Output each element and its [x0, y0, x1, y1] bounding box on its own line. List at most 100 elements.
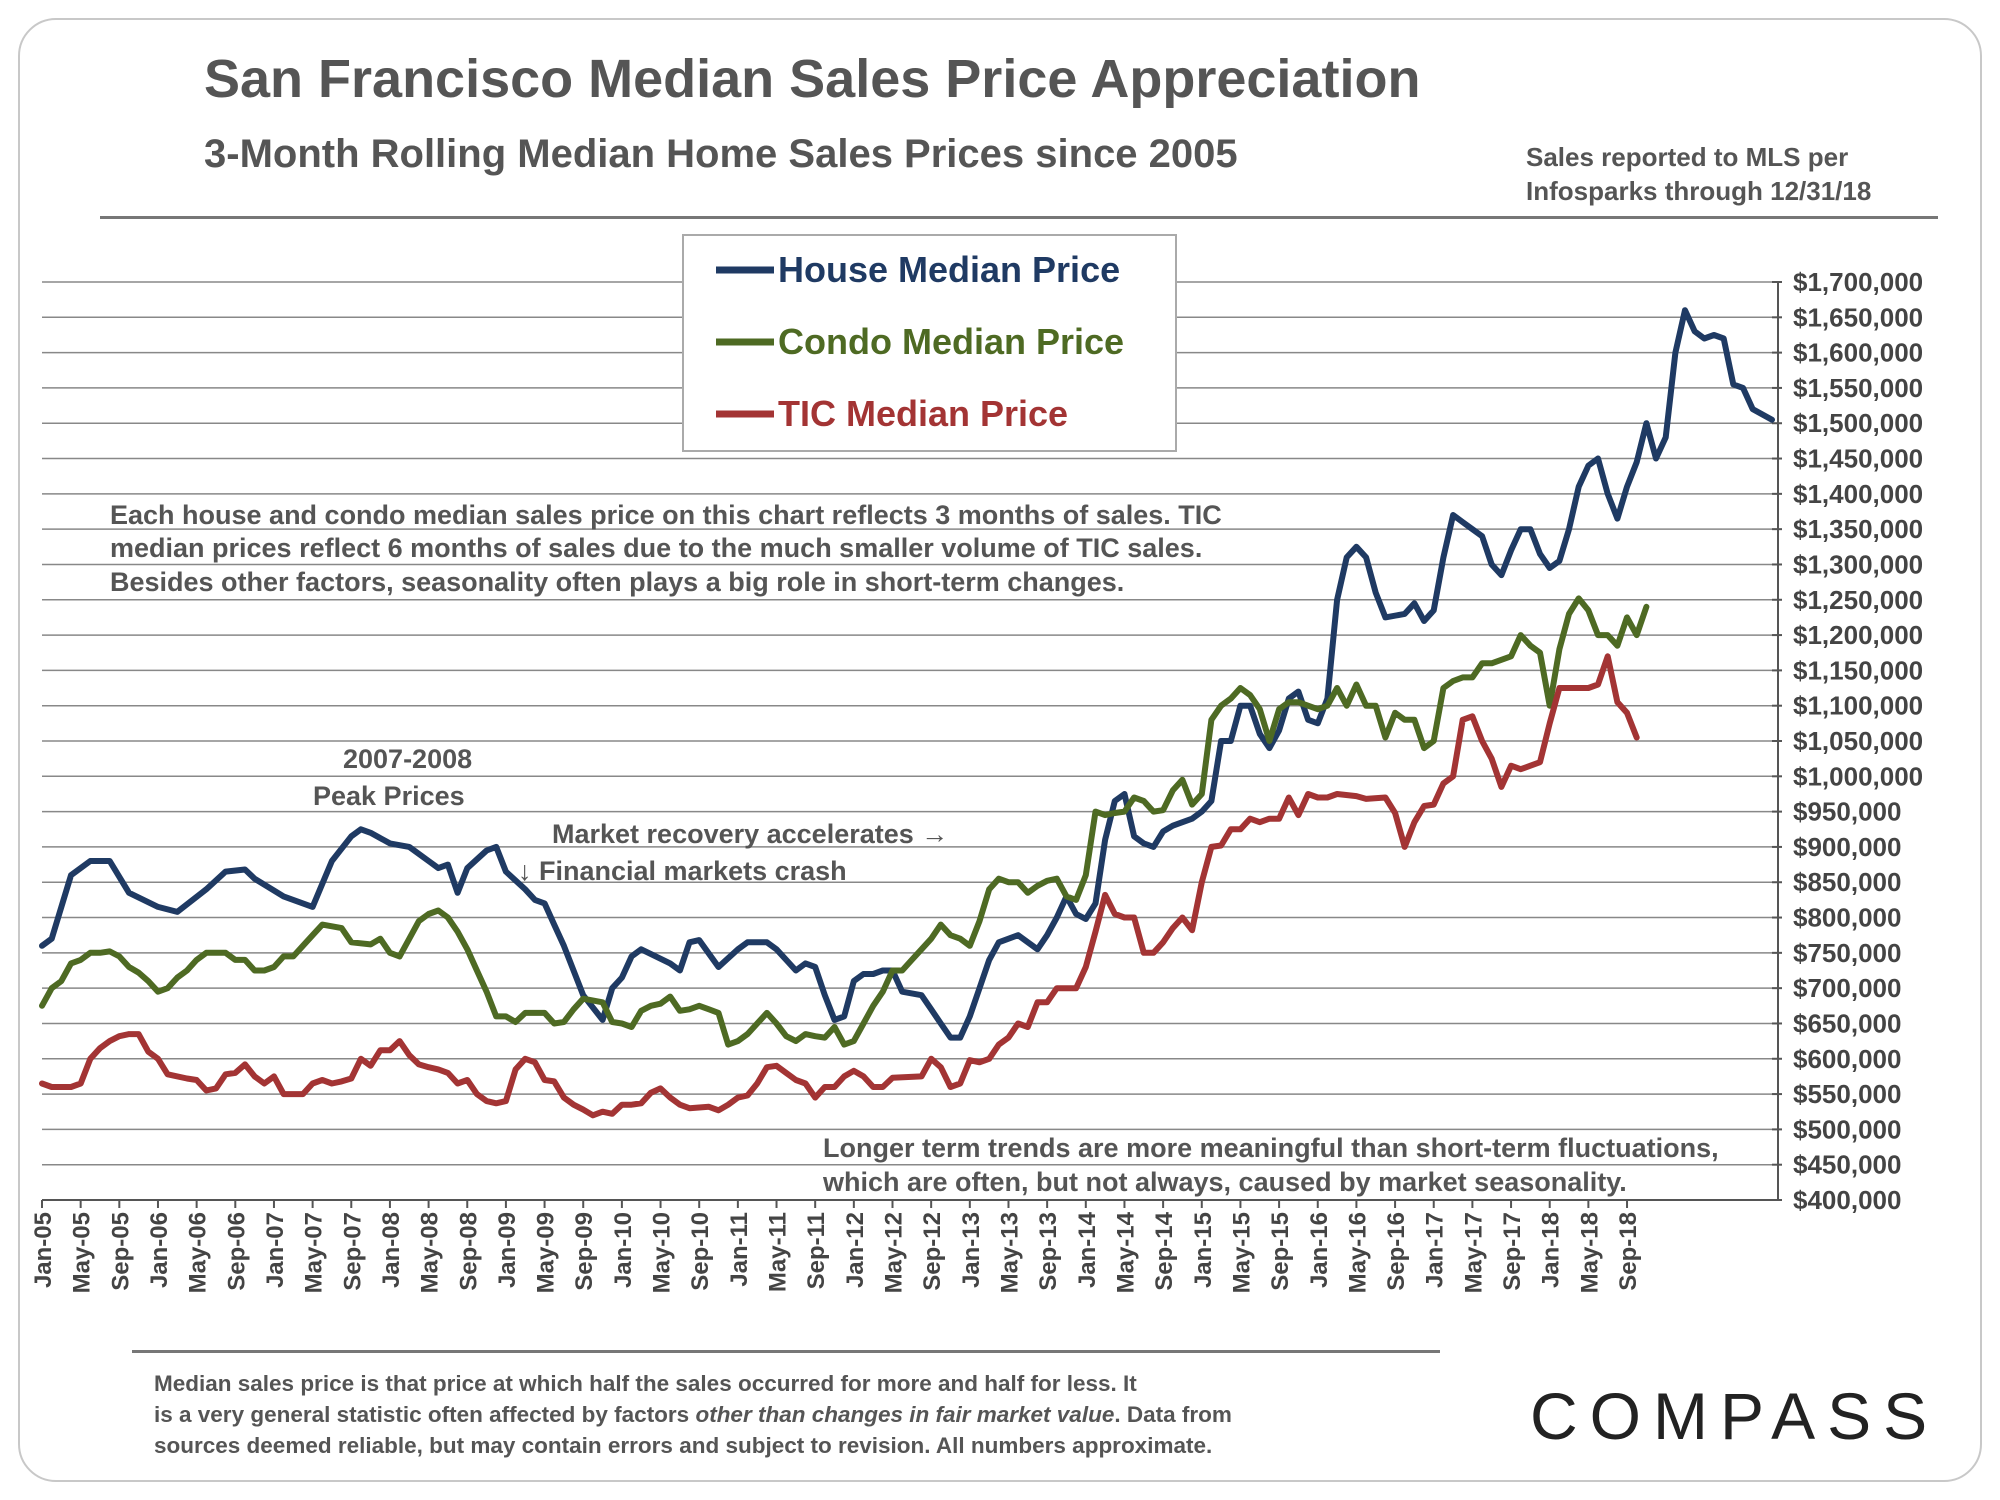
x-tick-label: Sep-07 [339, 1212, 366, 1291]
y-tick-label: $950,000 [1793, 797, 1901, 827]
x-tick-label: Sep-16 [1383, 1212, 1410, 1291]
x-tick-label: Jan-05 [30, 1212, 57, 1288]
x-tick-label: May-11 [765, 1212, 792, 1292]
x-axis-ticks: Jan-05 May-05 Sep-05 Jan-06 May-06 Sep-06 Jan-… [30, 1200, 1642, 1293]
y-tick-label: $1,300,000 [1793, 549, 1923, 579]
legend-label-house: House Median Price [778, 249, 1120, 290]
trend-note-line-2: which are often, but not always, caused … [822, 1167, 1627, 1197]
x-tick-label: May-14 [1112, 1211, 1139, 1293]
x-tick-label: Jan-12 [842, 1212, 869, 1288]
x-tick-label: Jan-18 [1538, 1212, 1565, 1288]
disclaimer-text-c: . Data from [1114, 1402, 1232, 1427]
y-tick-label: $1,500,000 [1793, 408, 1923, 438]
y-axis-ticks: $1,700,000 $1,650,000 $1,600,000 $1,550,000… [1793, 267, 1923, 1215]
x-tick-label: May-10 [649, 1212, 676, 1293]
x-tick-label: May-09 [533, 1212, 560, 1293]
x-tick-label: Jan-06 [146, 1212, 173, 1288]
x-tick-label: Jan-11 [726, 1212, 753, 1287]
x-tick-label: Jan-14 [1074, 1211, 1101, 1288]
y-tick-label: $750,000 [1793, 938, 1901, 968]
x-tick-label: Sep-10 [687, 1212, 714, 1291]
x-tick-label: Jan-10 [610, 1212, 637, 1288]
x-tick-label: Sep-08 [455, 1212, 482, 1291]
x-tick-label: Sep-17 [1499, 1212, 1526, 1291]
y-tick-label: $1,400,000 [1793, 479, 1923, 509]
y-tick-label: $400,000 [1793, 1185, 1901, 1215]
x-tick-label: Sep-13 [1035, 1212, 1062, 1291]
note-line-3: Besides other factors, seasonality often… [110, 567, 1124, 597]
y-tick-label: $800,000 [1793, 903, 1901, 933]
y-tick-label: $1,150,000 [1793, 655, 1923, 685]
y-tick-label: $1,000,000 [1793, 761, 1923, 791]
legend-label-condo: Condo Median Price [778, 321, 1124, 362]
x-tick-label: Jan-08 [378, 1212, 405, 1288]
x-tick-label: May-13 [996, 1212, 1023, 1293]
source-line-2: Infosparks through 12/31/18 [1526, 176, 1872, 206]
y-tick-label: $650,000 [1793, 1008, 1901, 1038]
x-tick-label: Jan-16 [1306, 1212, 1333, 1288]
y-tick-label: $1,050,000 [1793, 726, 1923, 756]
x-tick-label: Sep-05 [107, 1212, 134, 1291]
y-tick-label: $1,100,000 [1793, 691, 1923, 721]
y-tick-label: $900,000 [1793, 832, 1901, 862]
card-frame [18, 18, 1982, 1482]
y-tick-label: $1,350,000 [1793, 514, 1923, 544]
footer-divider [132, 1350, 1440, 1353]
x-tick-label: May-12 [881, 1212, 908, 1293]
header-divider [100, 216, 1938, 219]
page-subtitle: 3-Month Rolling Median Home Sales Prices… [204, 132, 1238, 176]
y-tick-label: $450,000 [1793, 1150, 1901, 1180]
x-tick-label: May-07 [301, 1212, 328, 1293]
tic-median-line [39, 653, 1640, 1119]
legend-label-tic: TIC Median Price [778, 393, 1068, 434]
house-median-line [39, 307, 1775, 1041]
source-line-1: Sales reported to MLS per [1526, 142, 1849, 172]
crash-label: ↓ Financial markets crash [518, 856, 847, 886]
x-tick-label: May-15 [1228, 1212, 1255, 1293]
y-tick-label: $1,550,000 [1793, 373, 1923, 403]
y-tick-label: $700,000 [1793, 973, 1901, 1003]
x-tick-label: Jan-07 [262, 1212, 289, 1288]
x-tick-label: Sep-14 [1151, 1211, 1178, 1290]
x-tick-label: May-05 [69, 1212, 96, 1293]
x-tick-label: May-16 [1344, 1212, 1371, 1293]
x-tick-label: Sep-06 [223, 1212, 250, 1291]
x-tick-label: Sep-15 [1267, 1212, 1294, 1291]
disclaimer: Median sales price is that price at whic… [154, 1368, 1394, 1461]
x-tick-label: May-06 [185, 1212, 212, 1293]
x-tick-label: Jan-13 [958, 1212, 985, 1288]
y-tick-label: $500,000 [1793, 1114, 1901, 1144]
peak-label-2: Peak Prices [313, 781, 465, 811]
y-tick-label: $600,000 [1793, 1044, 1901, 1074]
y-tick-label: $1,600,000 [1793, 338, 1923, 368]
x-tick-label: May-08 [417, 1212, 444, 1293]
recovery-label: Market recovery accelerates → [552, 819, 948, 849]
x-tick-label: Jan-09 [494, 1212, 521, 1288]
y-tick-label: $1,450,000 [1793, 444, 1923, 474]
y-tick-label: $1,200,000 [1793, 620, 1923, 650]
x-tick-label: Sep-11 [803, 1212, 830, 1289]
legend: House Median Price Condo Median Price TI… [682, 234, 1177, 452]
y-tick-label: $1,250,000 [1793, 585, 1923, 615]
trend-note-line-1: Longer term trends are more meaningful t… [823, 1133, 1719, 1163]
x-tick-label: Jan-17 [1422, 1212, 1449, 1288]
y-tick-label: $1,650,000 [1793, 302, 1923, 332]
x-tick-label: Jan-15 [1190, 1212, 1217, 1288]
disclaimer-line-2: is a very general statistic often affect… [154, 1399, 1394, 1430]
disclaimer-text-a: is a very general statistic often affect… [154, 1402, 696, 1427]
x-tick-label: Sep-12 [919, 1212, 946, 1291]
annotations: Each house and condo median sales price … [110, 500, 1719, 1197]
y-tick-label: $550,000 [1793, 1079, 1901, 1109]
y-tick-label: $1,700,000 [1793, 267, 1923, 297]
x-tick-label: Sep-09 [571, 1212, 598, 1291]
condo-median-line [39, 595, 1650, 1048]
price-chart: $1,700,000 $1,650,000 $1,600,000 $1,550,000… [30, 234, 1923, 1293]
y-tick-label: $850,000 [1793, 867, 1901, 897]
page-title: San Francisco Median Sales Price Appreci… [204, 49, 1421, 109]
x-tick-label: Sep-18 [1615, 1212, 1642, 1291]
disclaimer-line-1: Median sales price is that price at whic… [154, 1371, 1137, 1396]
note-line-2: median prices reflect 6 months of sales … [110, 533, 1202, 563]
peak-label-1: 2007-2008 [343, 744, 472, 774]
note-line-1: Each house and condo median sales price … [110, 500, 1222, 530]
x-tick-label: May-17 [1460, 1212, 1487, 1293]
